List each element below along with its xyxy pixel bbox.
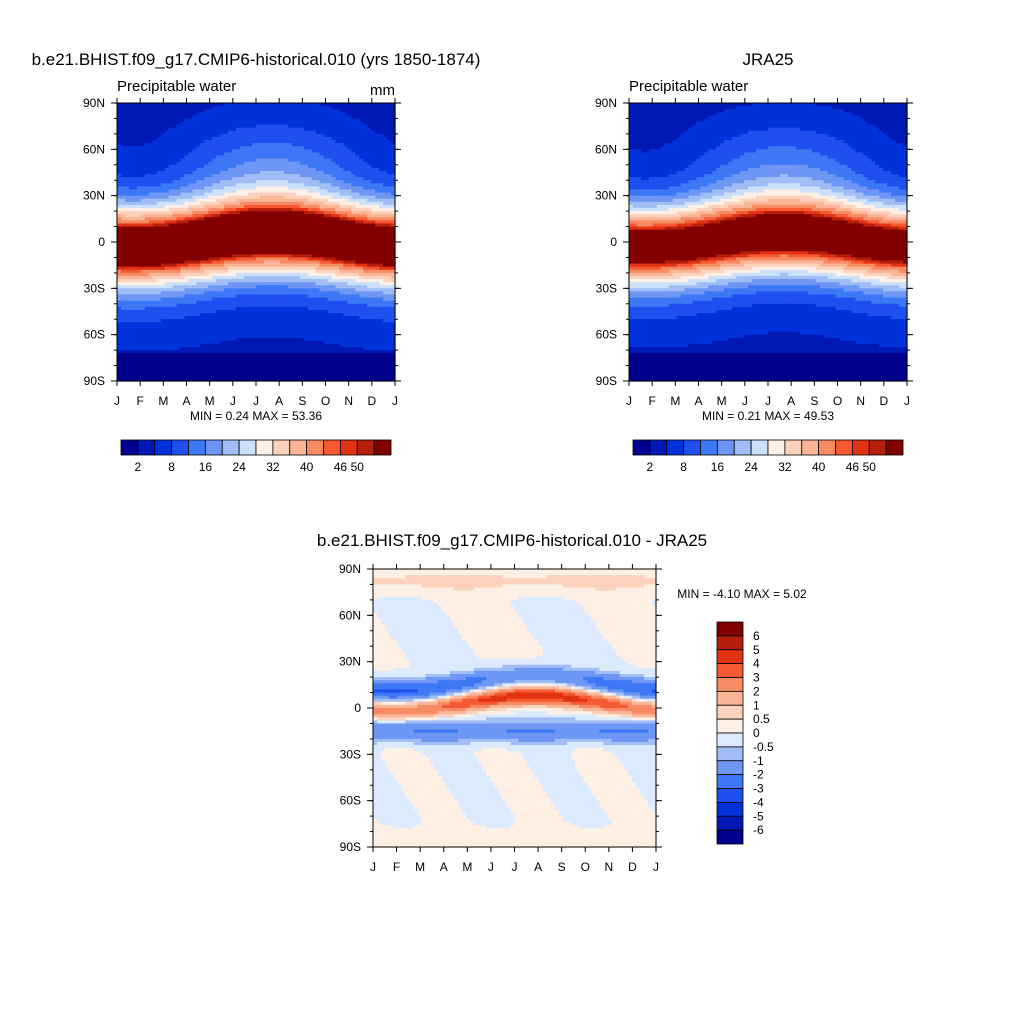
panel-model-variable-label: Precipitable water (117, 78, 236, 95)
panel-model: b.e21.BHIST.f09_g17.CMIP6-historical.010… (32, 50, 481, 474)
panel-model-units-label: mm (370, 82, 395, 99)
panel-model-field (117, 103, 396, 382)
panel-model-title: b.e21.BHIST.f09_g17.CMIP6-historical.010… (32, 50, 481, 69)
